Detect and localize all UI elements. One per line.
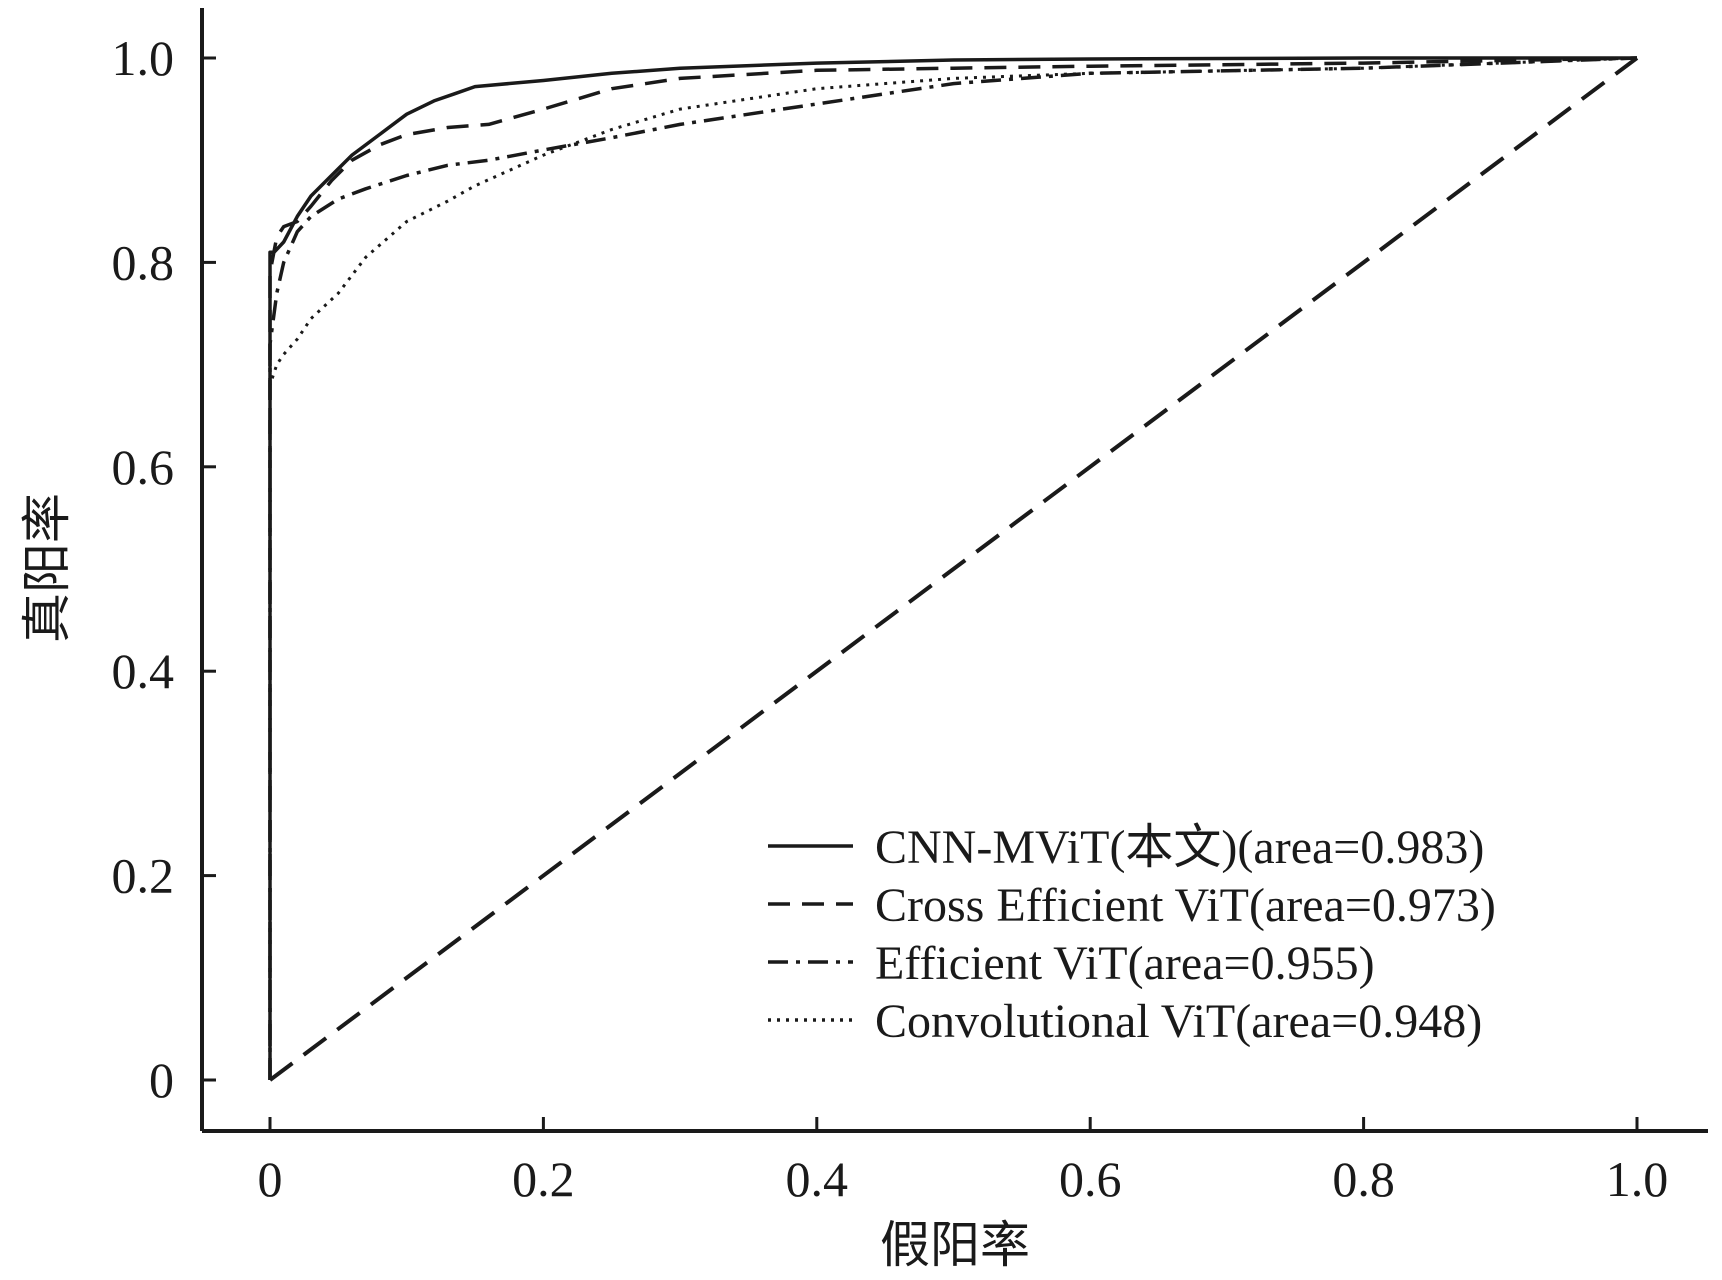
series-line-2 [268,56,1638,1080]
series-lines [268,56,1638,1080]
y-tick-label: 0.6 [112,439,175,495]
x-tick-label: 0 [258,1151,283,1207]
legend-label-4: Convolutional ViT(area=0.948) [875,995,1482,1048]
legend-label-1: CNN-MViT(本文)(area=0.983) [875,821,1484,874]
series-line-4 [268,56,1638,1080]
y-tick-label: 0.8 [112,234,175,290]
y-axis-title: 真阳率 [18,493,76,643]
y-tick-label: 0.2 [112,848,175,904]
y-tick-label: 0.4 [112,643,175,699]
x-tick-label: 0.6 [1059,1151,1122,1207]
x-tick-label: 0.8 [1332,1151,1395,1207]
y-tick-label: 1.0 [112,30,175,86]
y-tick-label: 0 [149,1052,174,1108]
x-tick-label: 0.4 [786,1151,849,1207]
x-tick-label: 1.0 [1606,1151,1669,1207]
x-axis-title: 假阳率 [880,1216,1030,1274]
legend-label-3: Efficient ViT(area=0.955) [875,937,1375,990]
legend: CNN-MViT(本文)(area=0.983)Cross Efficient … [768,821,1496,1048]
series-line-3 [268,56,1638,1080]
series-line-1 [268,56,1637,1080]
diagonal-line [268,56,1639,1082]
axes: 0 0.2 0.4 0.6 0.8 1.0 0 0.2 0.4 0.6 0.8 1.0 [112,8,1708,1207]
x-tick-label: 0.2 [512,1151,575,1207]
diagonal-reference [268,56,1639,1082]
legend-label-2: Cross Efficient ViT(area=0.973) [875,879,1496,932]
